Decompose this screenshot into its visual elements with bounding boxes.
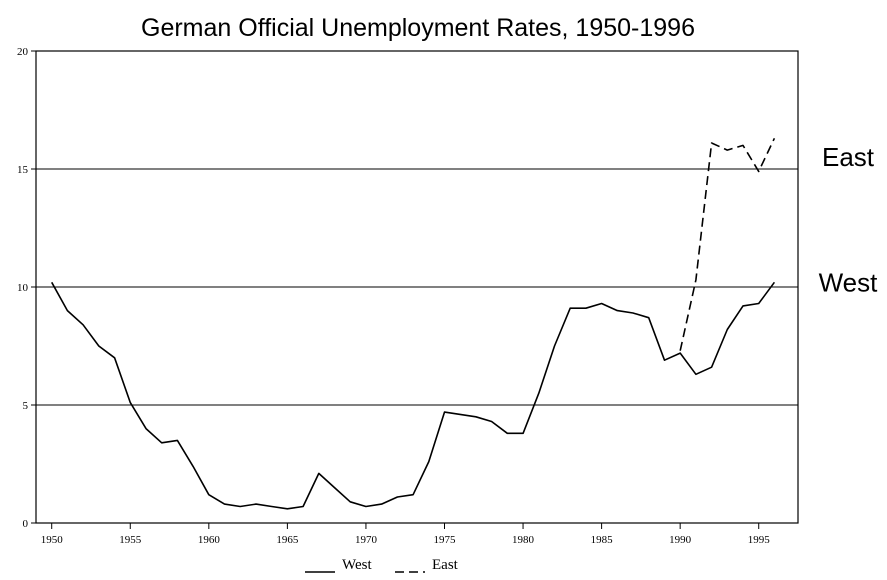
legend-label-east: East — [432, 557, 459, 573]
series-line-west — [51, 281, 776, 510]
x-tick-label: 1995 — [748, 534, 771, 546]
series-layer — [51, 137, 776, 510]
series-annotations: East West — [819, 142, 879, 297]
x-tick-label: 1990 — [669, 534, 692, 546]
y-tick-label: 5 — [23, 400, 29, 412]
x-tick-label: 1970 — [355, 534, 378, 546]
x-tick-label: 1965 — [276, 534, 299, 546]
x-tick-label: 1975 — [433, 534, 456, 546]
x-tick-label: 1950 — [41, 534, 64, 546]
x-tick-label: 1955 — [119, 534, 142, 546]
x-tick-label: 1980 — [512, 534, 535, 546]
y-axis: 0 5 10 15 20 — [17, 46, 36, 530]
y-tick-label: 0 — [23, 518, 29, 530]
annotation-west: West — [819, 267, 879, 297]
legend-label-west: West — [342, 557, 372, 573]
x-axis: 1950 1955 1960 1965 1970 1975 1980 1985 1990 1995 — [41, 523, 771, 546]
x-tick-label: 1985 — [591, 534, 614, 546]
legend: West East — [305, 557, 459, 573]
annotation-east: East — [822, 142, 875, 172]
y-tick-label: 15 — [17, 164, 29, 176]
gridlines — [36, 168, 798, 406]
y-tick-label: 10 — [17, 282, 29, 294]
x-tick-label: 1960 — [198, 534, 221, 546]
y-tick-label: 20 — [17, 46, 29, 58]
chart-title: German Official Unemployment Rates, 1950… — [141, 14, 695, 42]
series-line-east — [679, 137, 776, 351]
